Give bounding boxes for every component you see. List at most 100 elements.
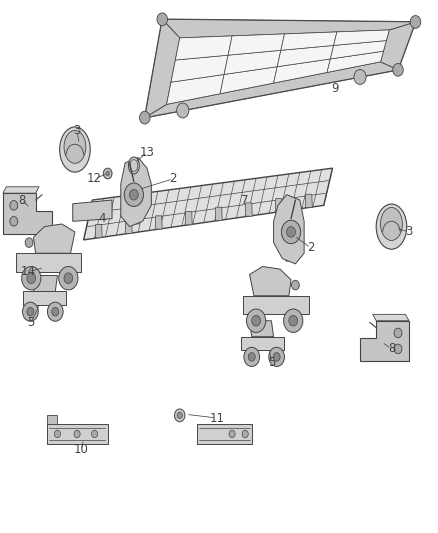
Polygon shape	[228, 34, 285, 55]
Polygon shape	[250, 266, 291, 296]
Circle shape	[54, 430, 60, 438]
Polygon shape	[281, 32, 337, 50]
Polygon shape	[243, 296, 308, 314]
Text: 14: 14	[21, 265, 36, 278]
Circle shape	[393, 63, 403, 76]
Circle shape	[284, 309, 303, 333]
Circle shape	[252, 316, 261, 326]
Polygon shape	[162, 19, 416, 38]
Circle shape	[27, 273, 35, 284]
Circle shape	[287, 227, 295, 237]
Circle shape	[157, 13, 167, 26]
Polygon shape	[305, 194, 312, 207]
Circle shape	[47, 302, 63, 321]
Polygon shape	[327, 51, 383, 72]
Polygon shape	[3, 193, 52, 233]
Polygon shape	[129, 217, 139, 224]
Circle shape	[25, 238, 33, 247]
Polygon shape	[84, 168, 332, 240]
Text: 7: 7	[241, 193, 249, 207]
Circle shape	[229, 430, 235, 438]
Circle shape	[59, 266, 78, 290]
Polygon shape	[373, 314, 409, 321]
Polygon shape	[330, 41, 386, 59]
Polygon shape	[171, 55, 228, 82]
Polygon shape	[145, 62, 398, 118]
Circle shape	[10, 200, 18, 210]
Circle shape	[21, 266, 41, 290]
Circle shape	[92, 430, 98, 438]
Polygon shape	[275, 199, 282, 212]
Text: 5: 5	[28, 316, 35, 329]
Ellipse shape	[64, 131, 86, 164]
Circle shape	[64, 273, 73, 284]
Polygon shape	[220, 67, 277, 94]
Text: 13: 13	[140, 146, 155, 159]
Text: 9: 9	[331, 82, 339, 95]
Text: 3: 3	[405, 225, 413, 238]
Circle shape	[27, 308, 34, 316]
Circle shape	[22, 302, 38, 321]
Circle shape	[282, 220, 300, 244]
Polygon shape	[175, 36, 232, 60]
Polygon shape	[129, 169, 139, 176]
Polygon shape	[46, 415, 57, 424]
Polygon shape	[33, 276, 57, 292]
Polygon shape	[166, 30, 389, 104]
Polygon shape	[215, 207, 222, 221]
Polygon shape	[185, 212, 192, 225]
Polygon shape	[274, 195, 304, 264]
Text: 3: 3	[74, 124, 81, 138]
Circle shape	[106, 171, 110, 175]
Circle shape	[103, 168, 112, 179]
Circle shape	[130, 189, 138, 200]
Polygon shape	[33, 224, 75, 253]
Circle shape	[74, 430, 80, 438]
Text: 2: 2	[307, 241, 314, 254]
Circle shape	[354, 69, 366, 84]
Ellipse shape	[381, 207, 403, 240]
Polygon shape	[245, 203, 252, 216]
Text: 2: 2	[170, 172, 177, 185]
Polygon shape	[46, 424, 108, 443]
Polygon shape	[286, 207, 296, 213]
Text: 12: 12	[87, 172, 102, 185]
Circle shape	[248, 353, 255, 361]
Polygon shape	[286, 255, 296, 261]
Text: 11: 11	[209, 411, 224, 424]
Circle shape	[52, 308, 59, 316]
Circle shape	[124, 183, 144, 206]
Circle shape	[247, 309, 266, 333]
Text: 5: 5	[268, 356, 275, 369]
Circle shape	[140, 111, 150, 124]
Polygon shape	[73, 200, 112, 221]
Polygon shape	[125, 220, 132, 233]
Polygon shape	[145, 19, 180, 118]
Polygon shape	[3, 187, 39, 193]
Circle shape	[269, 348, 285, 367]
Circle shape	[394, 344, 402, 354]
Polygon shape	[381, 22, 416, 70]
Circle shape	[177, 412, 182, 418]
Polygon shape	[166, 75, 224, 104]
Circle shape	[10, 216, 18, 226]
Circle shape	[291, 280, 299, 290]
Polygon shape	[360, 321, 409, 361]
Circle shape	[244, 348, 260, 367]
Polygon shape	[121, 158, 151, 227]
Polygon shape	[16, 253, 81, 272]
Text: 8: 8	[388, 342, 395, 356]
Polygon shape	[22, 292, 66, 305]
Polygon shape	[241, 337, 285, 351]
Circle shape	[174, 409, 185, 422]
Polygon shape	[250, 321, 274, 337]
Circle shape	[410, 15, 421, 28]
Polygon shape	[277, 45, 334, 67]
Polygon shape	[155, 216, 162, 229]
Polygon shape	[197, 424, 252, 443]
Circle shape	[394, 328, 402, 338]
Polygon shape	[145, 19, 416, 118]
Ellipse shape	[128, 157, 139, 174]
Polygon shape	[224, 50, 281, 75]
Circle shape	[177, 103, 189, 118]
